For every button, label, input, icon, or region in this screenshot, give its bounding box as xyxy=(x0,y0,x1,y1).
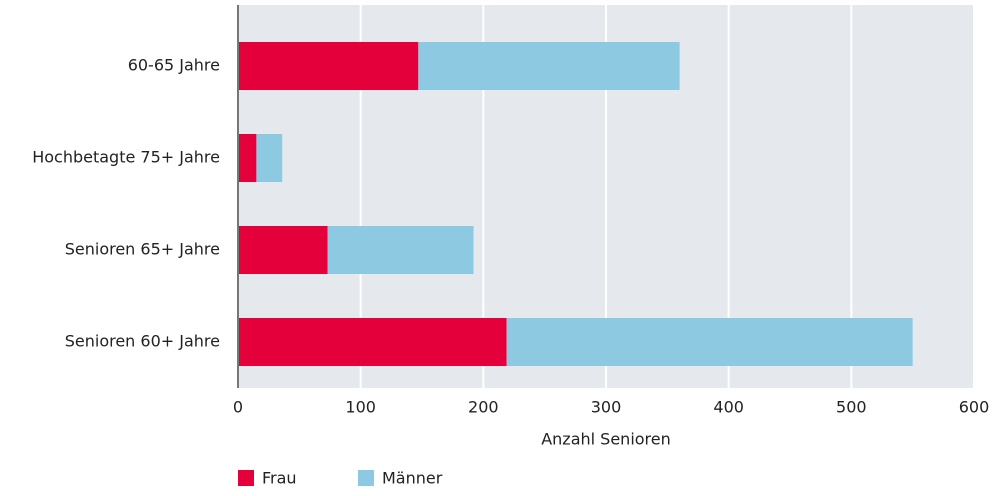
y-tick-label: Senioren 65+ Jahre xyxy=(65,240,220,259)
y-tick-label: Senioren 60+ Jahre xyxy=(65,332,220,351)
x-tick-label: 500 xyxy=(836,398,867,417)
legend-label: Männer xyxy=(382,469,443,488)
x-axis-title: Anzahl Senioren xyxy=(541,430,671,449)
y-tick-label: 60-65 Jahre xyxy=(128,56,220,75)
bar-segment xyxy=(238,226,328,274)
bar-segment xyxy=(418,42,680,90)
legend-label: Frau xyxy=(262,469,297,488)
bar-segment xyxy=(327,226,474,274)
bar-segment xyxy=(506,318,913,366)
x-tick-label: 100 xyxy=(345,398,376,417)
bar-segment xyxy=(256,134,283,182)
x-tick-label: 300 xyxy=(591,398,622,417)
bar-segment xyxy=(238,134,257,182)
x-tick-label: 400 xyxy=(713,398,744,417)
legend-swatch xyxy=(358,470,374,486)
bar-segment xyxy=(238,42,419,90)
bar-segment xyxy=(238,318,507,366)
legend-swatch xyxy=(238,470,254,486)
x-tick-label: 200 xyxy=(468,398,499,417)
x-tick-label: 600 xyxy=(959,398,990,417)
y-tick-label: Hochbetagte 75+ Jahre xyxy=(32,148,220,167)
x-tick-label: 0 xyxy=(233,398,243,417)
